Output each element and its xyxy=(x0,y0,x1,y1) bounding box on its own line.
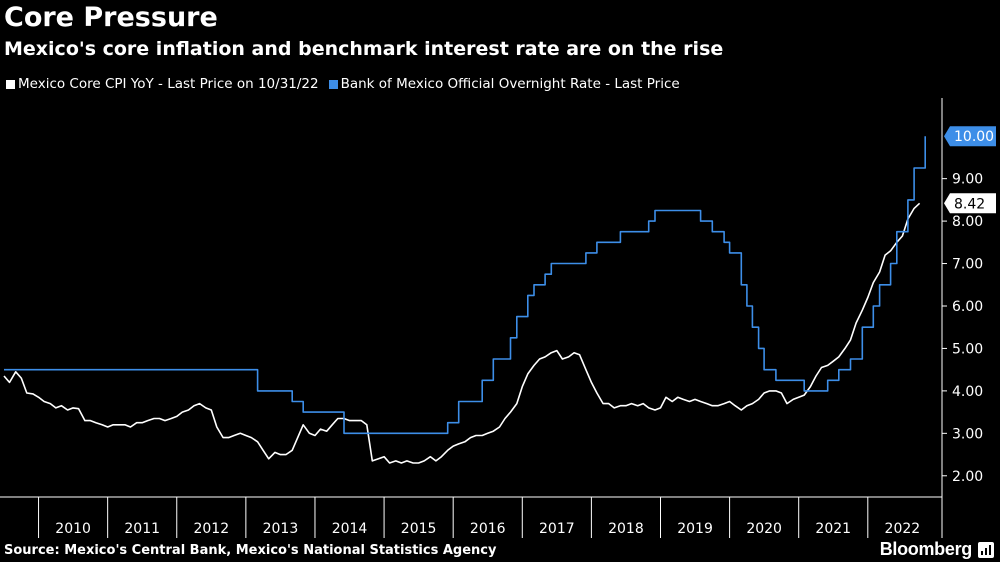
y-tick-label: 2.00 xyxy=(952,469,983,485)
last-value-text: 10.00 xyxy=(954,129,994,145)
legend-swatch-overnight-rate xyxy=(328,79,338,89)
chart-title: Core Pressure xyxy=(4,2,218,33)
y-tick-label: 9.00 xyxy=(952,172,983,188)
last-value-label-core-cpi: 8.42 xyxy=(944,193,996,214)
x-tick-label: 2020 xyxy=(746,521,782,537)
x-tick-label: 2012 xyxy=(193,521,229,537)
chart-subtitle: Mexico's core inflation and benchmark in… xyxy=(4,38,724,60)
legend-label-core-cpi: Mexico Core CPI YoY - Last Price on 10/3… xyxy=(18,76,319,92)
y-tick-label: 3.00 xyxy=(952,426,983,442)
x-tick-label: 2021 xyxy=(815,521,851,537)
source-note: Source: Mexico's Central Bank, Mexico's … xyxy=(4,543,497,558)
y-tick-label: 7.00 xyxy=(952,257,983,273)
y-tick-label: 8.00 xyxy=(952,214,983,230)
y-tick-label: 4.00 xyxy=(952,384,983,400)
bloomberg-logo: Bloomberg xyxy=(879,539,973,559)
x-tick-label: 2019 xyxy=(677,521,713,537)
x-tick-label: 2011 xyxy=(124,521,160,537)
legend: Mexico Core CPI YoY - Last Price on 10/3… xyxy=(6,76,690,92)
x-tick-label: 2015 xyxy=(401,521,437,537)
y-tick-label: 5.00 xyxy=(952,341,983,357)
last-value-badge xyxy=(944,126,996,147)
last-value-label-overnight-rate: 10.00 xyxy=(944,126,996,147)
x-tick-label: 2013 xyxy=(263,521,299,537)
legend-swatch-core-cpi xyxy=(6,79,15,89)
x-tick-label: 2016 xyxy=(470,521,506,537)
series-line-overnight-rate xyxy=(4,136,926,435)
y-tick-label: 6.00 xyxy=(952,299,983,315)
x-tick-label: 2018 xyxy=(608,521,644,537)
x-tick-label: 2017 xyxy=(539,521,575,537)
x-tick-label: 2010 xyxy=(55,521,91,537)
last-value-badge xyxy=(944,193,996,214)
x-tick-label: 2022 xyxy=(885,521,921,537)
legend-item-core-cpi: Mexico Core CPI YoY - Last Price on 10/3… xyxy=(6,76,319,92)
legend-label-overnight-rate: Bank of Mexico Official Overnight Rate -… xyxy=(340,76,680,92)
series-line-core-cpi xyxy=(3,202,921,464)
bloomberg-chart-icon xyxy=(978,542,994,558)
last-value-text: 8.42 xyxy=(954,196,985,212)
legend-item-overnight-rate: Bank of Mexico Official Overnight Rate -… xyxy=(328,76,680,92)
x-tick-label: 2014 xyxy=(332,521,368,537)
